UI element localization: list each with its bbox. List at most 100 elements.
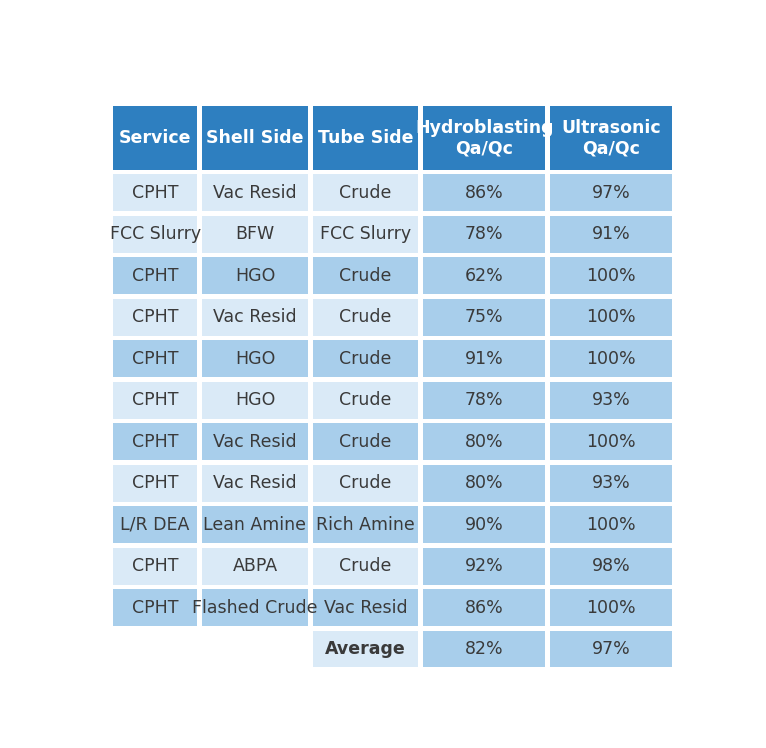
Text: HGO: HGO bbox=[235, 391, 275, 409]
Bar bbox=[423, 465, 545, 502]
Text: 100%: 100% bbox=[586, 598, 636, 616]
Text: ABPA: ABPA bbox=[232, 557, 277, 575]
Bar bbox=[202, 548, 308, 584]
Bar bbox=[113, 506, 198, 543]
Bar bbox=[313, 506, 418, 543]
Text: CPHT: CPHT bbox=[132, 184, 178, 202]
Text: L/R DEA: L/R DEA bbox=[120, 515, 190, 533]
Bar bbox=[202, 465, 308, 502]
Bar bbox=[313, 589, 418, 626]
Text: HGO: HGO bbox=[235, 267, 275, 285]
Text: Rich Amine: Rich Amine bbox=[316, 515, 415, 533]
Bar bbox=[550, 299, 673, 336]
Text: Vac Resid: Vac Resid bbox=[213, 184, 296, 202]
Text: CPHT: CPHT bbox=[132, 598, 178, 616]
Text: 78%: 78% bbox=[465, 225, 503, 243]
Text: CPHT: CPHT bbox=[132, 308, 178, 326]
Text: FCC Slurry: FCC Slurry bbox=[110, 225, 201, 243]
Text: 93%: 93% bbox=[592, 391, 630, 409]
Bar bbox=[550, 465, 673, 502]
Bar bbox=[313, 257, 418, 294]
Text: 91%: 91% bbox=[592, 225, 630, 243]
Text: 80%: 80% bbox=[465, 474, 503, 492]
Text: 82%: 82% bbox=[465, 640, 503, 658]
Bar bbox=[113, 106, 198, 170]
Bar bbox=[113, 340, 198, 377]
Bar bbox=[202, 506, 308, 543]
Text: CPHT: CPHT bbox=[132, 391, 178, 409]
Bar bbox=[550, 257, 673, 294]
Text: 97%: 97% bbox=[592, 640, 630, 658]
Text: 100%: 100% bbox=[586, 432, 636, 451]
Text: 100%: 100% bbox=[586, 308, 636, 326]
Text: Flashed Crude: Flashed Crude bbox=[192, 598, 318, 616]
Bar bbox=[550, 216, 673, 253]
Text: Vac Resid: Vac Resid bbox=[213, 432, 296, 451]
Text: 75%: 75% bbox=[465, 308, 503, 326]
Bar bbox=[313, 174, 418, 211]
Text: CPHT: CPHT bbox=[132, 267, 178, 285]
Text: Shell Side: Shell Side bbox=[206, 129, 303, 147]
Text: CPHT: CPHT bbox=[132, 350, 178, 368]
Text: CPHT: CPHT bbox=[132, 432, 178, 451]
Bar bbox=[113, 465, 198, 502]
Bar bbox=[423, 423, 545, 460]
Bar bbox=[313, 381, 418, 419]
Text: 91%: 91% bbox=[465, 350, 503, 368]
Bar bbox=[313, 548, 418, 584]
Text: Ultrasonic
Qa/Qc: Ultrasonic Qa/Qc bbox=[561, 119, 661, 158]
Text: Lean Amine: Lean Amine bbox=[204, 515, 306, 533]
Bar bbox=[202, 589, 308, 626]
Text: 100%: 100% bbox=[586, 267, 636, 285]
Bar bbox=[423, 216, 545, 253]
Bar bbox=[202, 299, 308, 336]
Bar bbox=[423, 106, 545, 170]
Text: Crude: Crude bbox=[339, 474, 391, 492]
Text: Service: Service bbox=[119, 129, 192, 147]
Bar bbox=[313, 216, 418, 253]
Bar bbox=[113, 423, 198, 460]
Bar bbox=[202, 381, 308, 419]
Text: 92%: 92% bbox=[465, 557, 503, 575]
Text: CPHT: CPHT bbox=[132, 474, 178, 492]
Text: Crude: Crude bbox=[339, 267, 391, 285]
Text: 93%: 93% bbox=[592, 474, 630, 492]
Bar bbox=[113, 257, 198, 294]
Text: 90%: 90% bbox=[465, 515, 503, 533]
Bar bbox=[202, 257, 308, 294]
Text: Average: Average bbox=[325, 640, 406, 658]
Bar bbox=[550, 423, 673, 460]
Bar bbox=[550, 381, 673, 419]
Bar bbox=[550, 340, 673, 377]
Bar bbox=[313, 299, 418, 336]
Text: 97%: 97% bbox=[592, 184, 630, 202]
Bar bbox=[423, 174, 545, 211]
Bar bbox=[423, 631, 545, 667]
Bar bbox=[113, 216, 198, 253]
Text: FCC Slurry: FCC Slurry bbox=[320, 225, 411, 243]
Bar bbox=[423, 381, 545, 419]
Text: 100%: 100% bbox=[586, 350, 636, 368]
Bar bbox=[202, 423, 308, 460]
Bar bbox=[313, 465, 418, 502]
Bar bbox=[550, 631, 673, 667]
Text: Tube Side: Tube Side bbox=[318, 129, 413, 147]
Bar bbox=[423, 257, 545, 294]
Text: Crude: Crude bbox=[339, 432, 391, 451]
Bar bbox=[202, 216, 308, 253]
Text: 80%: 80% bbox=[465, 432, 503, 451]
Bar bbox=[313, 423, 418, 460]
Text: Crude: Crude bbox=[339, 308, 391, 326]
Text: 100%: 100% bbox=[586, 515, 636, 533]
Text: BFW: BFW bbox=[235, 225, 274, 243]
Text: 98%: 98% bbox=[592, 557, 630, 575]
Bar bbox=[423, 340, 545, 377]
Text: Vac Resid: Vac Resid bbox=[213, 308, 296, 326]
Bar bbox=[113, 381, 198, 419]
Text: Crude: Crude bbox=[339, 350, 391, 368]
Bar bbox=[202, 106, 308, 170]
Text: HGO: HGO bbox=[235, 350, 275, 368]
Bar bbox=[313, 106, 418, 170]
Bar bbox=[202, 340, 308, 377]
Text: Hydroblasting
Qa/Qc: Hydroblasting Qa/Qc bbox=[415, 119, 554, 158]
